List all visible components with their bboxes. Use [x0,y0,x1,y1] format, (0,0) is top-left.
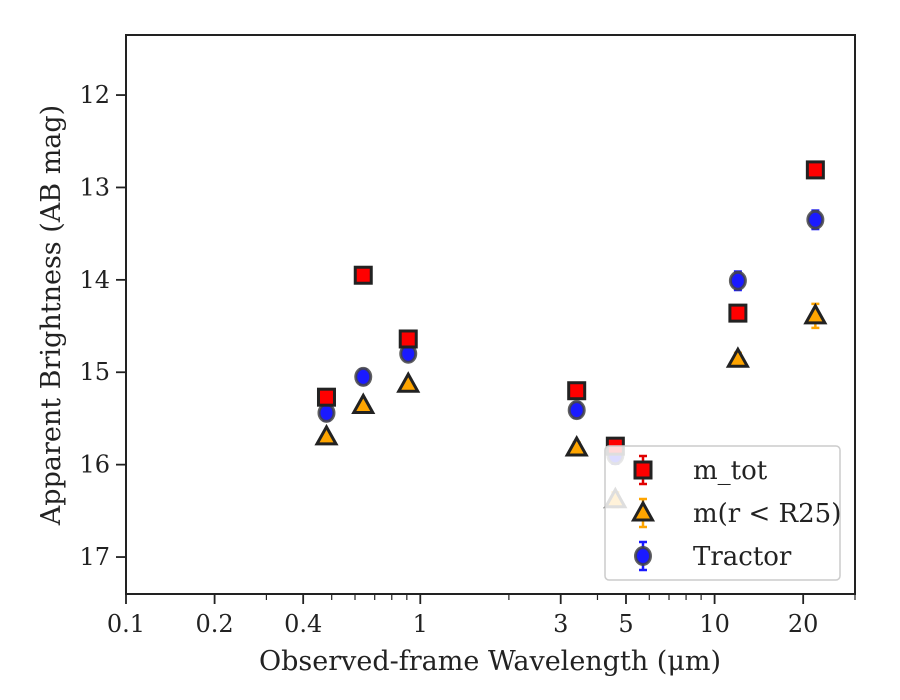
x-axis-title: Observed-frame Wavelength (μm) [259,646,721,677]
data-point [354,366,373,387]
legend: m_tot m(r < R25) Tractor [604,445,841,581]
series-tractor [317,209,825,466]
data-point [314,423,339,446]
legend-entry: m_tot [633,454,768,486]
y-tick-label: 17 [79,543,110,571]
legend-marker [633,460,653,480]
legend-entry: m(r < R25) [630,497,841,529]
data-point [398,329,418,349]
x-tick-label: 1 [413,610,428,638]
data-point [353,265,373,285]
y-axis: 12 13 14 15 16 17 [79,81,126,571]
data-point [806,209,825,230]
y-tick-label: 13 [79,173,110,201]
y-tick-label: 15 [79,358,110,386]
x-tick-label: 0.1 [107,610,145,638]
legend-label: Tractor [693,542,792,572]
data-point [728,303,748,323]
legend-label: m_tot [693,456,768,486]
data-point [317,402,336,423]
legend-box [604,445,841,581]
x-tick-label: 10 [699,610,730,638]
x-tick-label: 20 [788,610,819,638]
y-tick-label: 16 [79,451,110,479]
plot-frame [125,34,856,595]
x-tick-label: 3 [553,610,568,638]
legend-marker [634,546,652,566]
legend-entry: Tractor [634,540,792,572]
y-tick-label: 14 [79,266,110,294]
y-tick-label: 12 [79,81,110,109]
data-point [803,302,828,325]
x-tick-label: 0.4 [284,610,322,638]
x-axis: 0.1 0.2 0.4 1 3 5 10 20 [107,594,856,638]
data-point [351,392,376,415]
data-point [316,387,336,407]
data-point [805,160,825,180]
data-point [567,381,587,401]
data-point [725,346,750,368]
data-point [564,434,589,457]
x-tick-label: 0.2 [196,610,234,638]
legend-label: m(r < R25) [693,499,841,529]
y-axis-title: Apparent Brightness (AB mag) [36,105,67,526]
x-tick-label: 5 [618,610,633,638]
data-point [567,400,586,421]
data-point [728,270,747,291]
legend-marker [630,499,656,522]
data-point [396,371,421,393]
